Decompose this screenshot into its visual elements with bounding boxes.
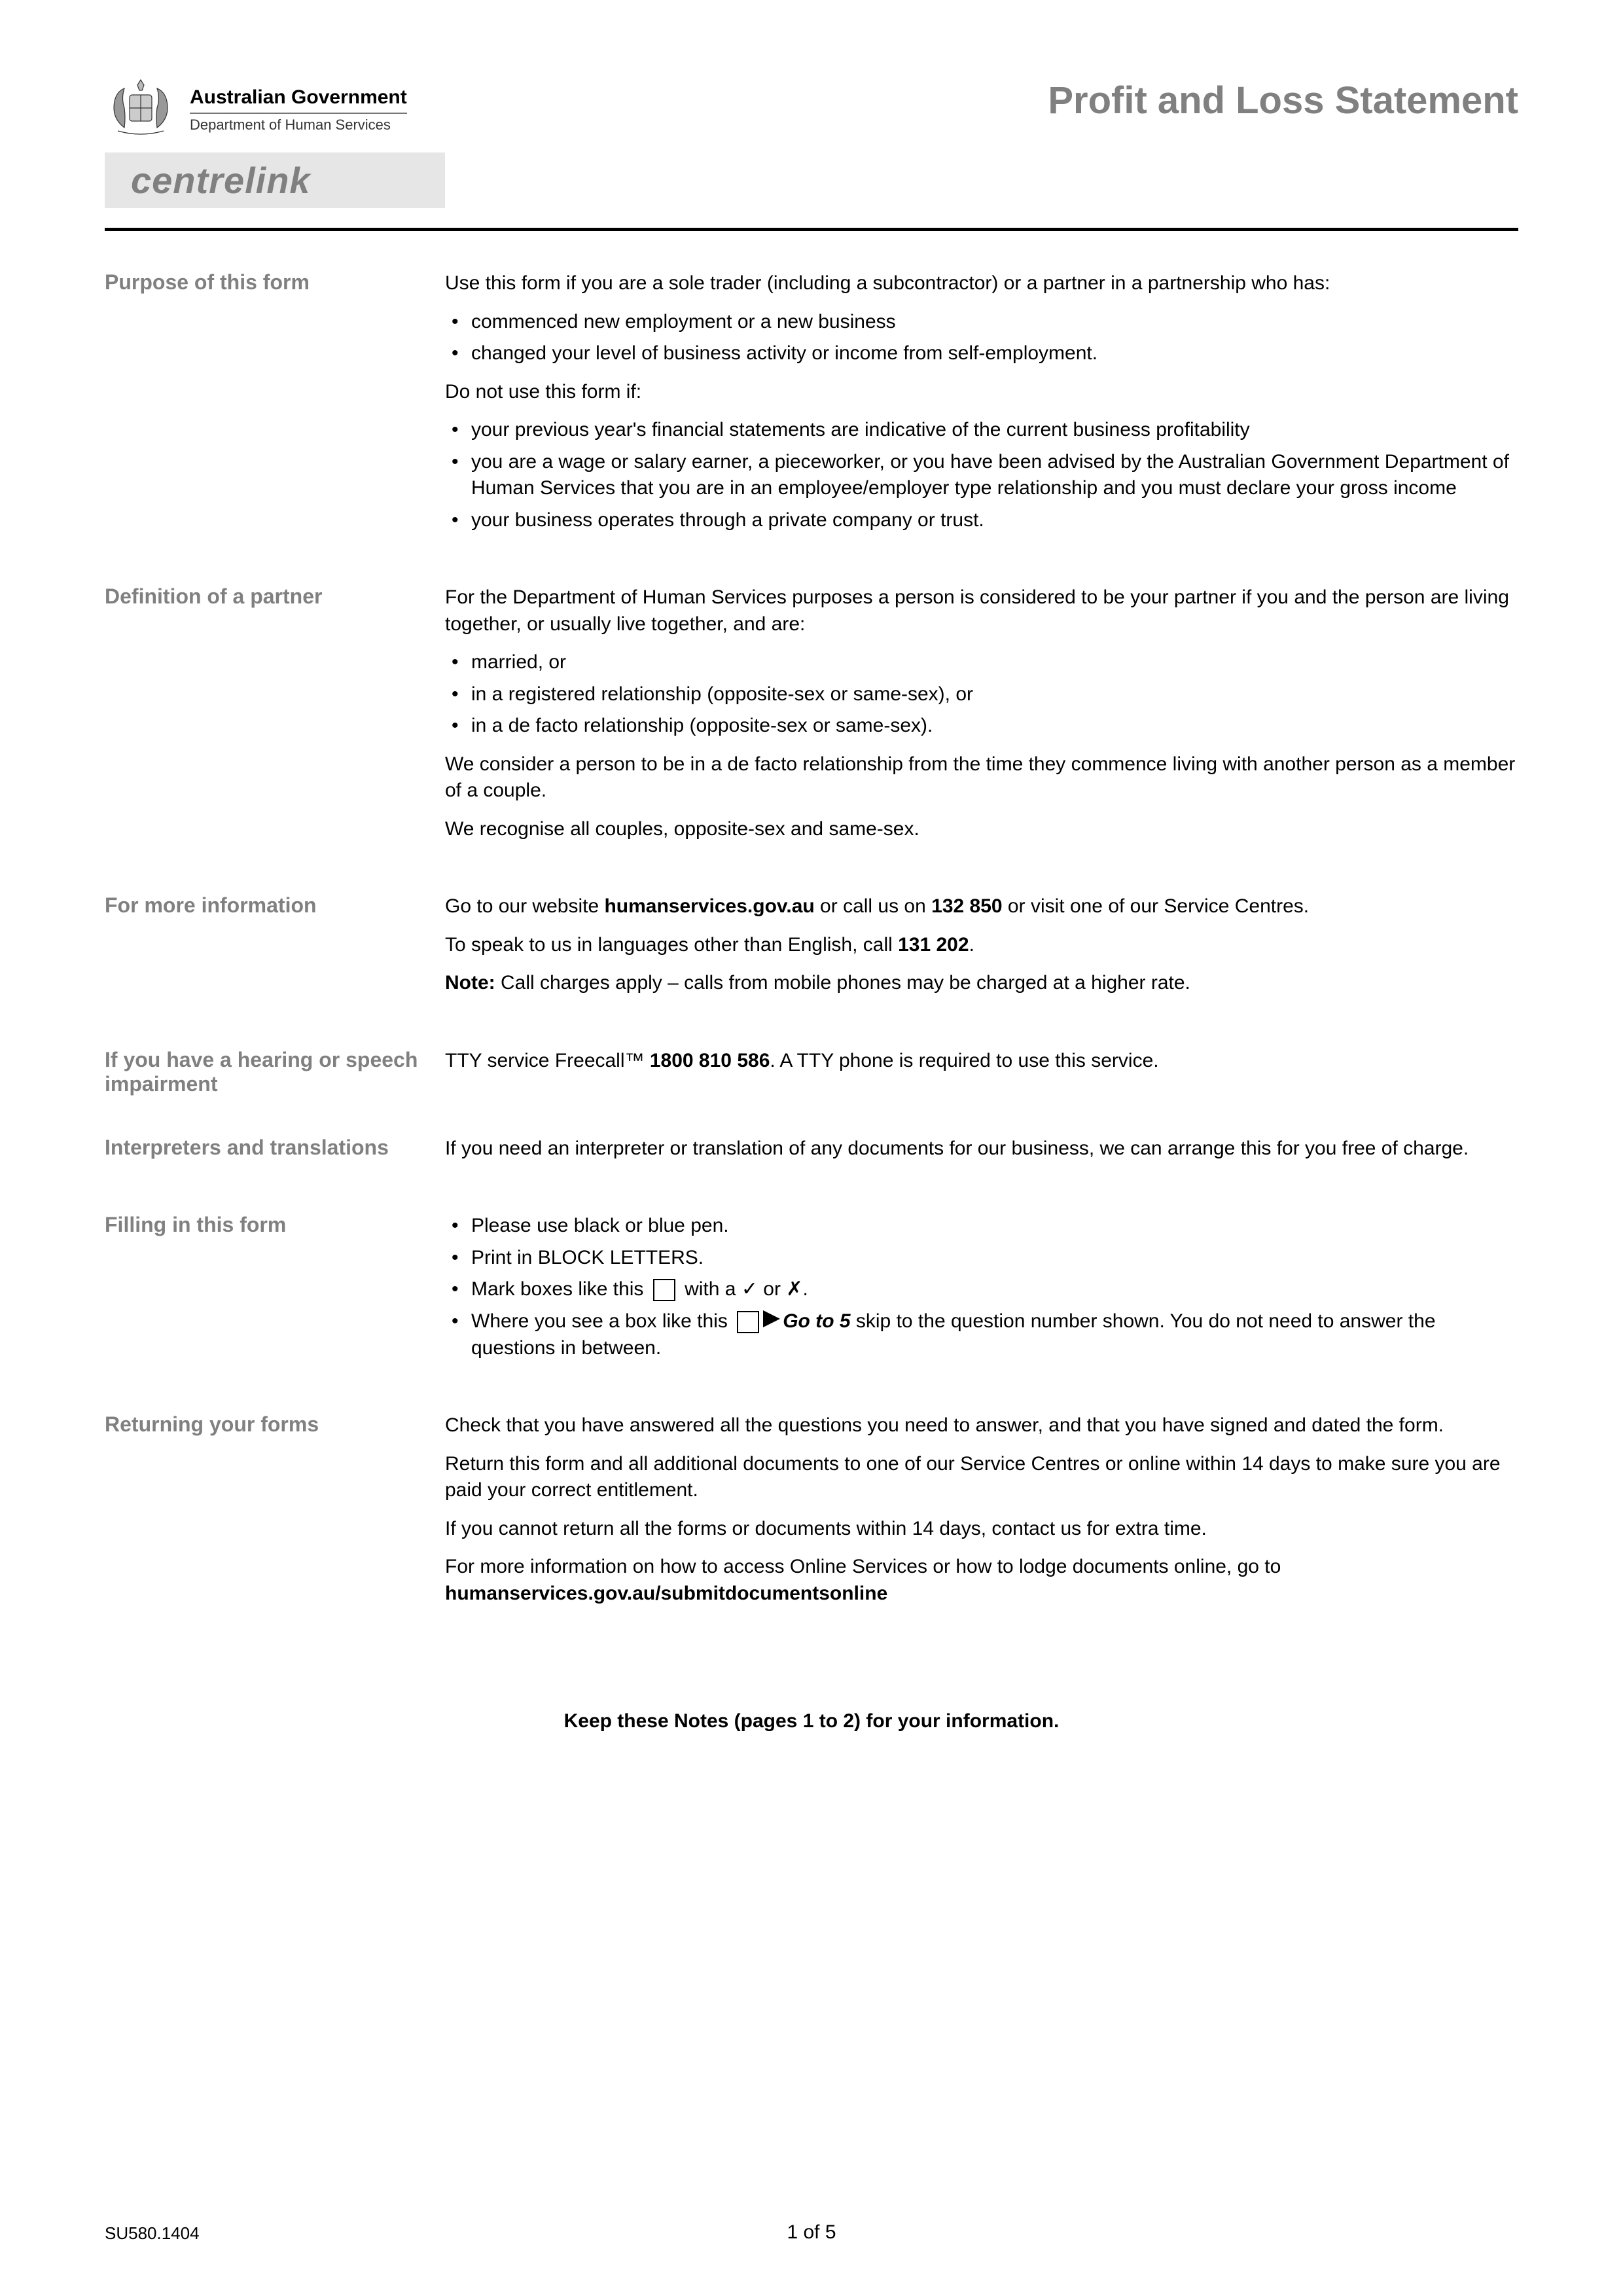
list-item: your business operates through a private… bbox=[445, 507, 1518, 534]
coat-of-arms-icon bbox=[105, 79, 177, 141]
list-item: Mark boxes like this with a ✓ or ✗. bbox=[445, 1276, 1518, 1303]
label-purpose: Purpose of this form bbox=[105, 270, 445, 545]
gov-line1: Australian Government bbox=[190, 86, 407, 114]
centrelink-brand-text: centrelink bbox=[131, 160, 311, 201]
label-hearing: If you have a hearing or speech impairme… bbox=[105, 1048, 445, 1096]
gov-line2: Department of Human Services bbox=[190, 117, 407, 134]
list-item: Print in BLOCK LETTERS. bbox=[445, 1245, 1518, 1272]
label-partner: Definition of a partner bbox=[105, 584, 445, 854]
purpose-intro: Use this form if you are a sole trader (… bbox=[445, 270, 1518, 297]
goto-label: Go to 5 bbox=[783, 1310, 850, 1332]
centrelink-brand-box: centrelink bbox=[105, 152, 445, 208]
content-hearing: TTY service Freecall™ 1800 810 586. A TT… bbox=[445, 1048, 1518, 1096]
text: For more information on how to access On… bbox=[445, 1556, 1281, 1577]
text: Call charges apply – calls from mobile p… bbox=[495, 972, 1190, 994]
text: Where you see a box like this bbox=[471, 1310, 733, 1332]
note-label: Note: bbox=[445, 972, 495, 994]
page-header: Australian Government Department of Huma… bbox=[105, 79, 1518, 208]
text: To speak to us in languages other than E… bbox=[445, 934, 898, 956]
filling-list: Please use black or blue pen. Print in B… bbox=[445, 1213, 1518, 1361]
moreinfo-p2: To speak to us in languages other than E… bbox=[445, 932, 1518, 959]
content-moreinfo: Go to our website humanservices.gov.au o… bbox=[445, 893, 1518, 1009]
list-item: in a registered relationship (opposite-s… bbox=[445, 681, 1518, 708]
list-item: Where you see a box like this Go to 5 sk… bbox=[445, 1308, 1518, 1362]
content-interpreters: If you need an interpreter or translatio… bbox=[445, 1136, 1518, 1174]
content-filling: Please use black or blue pen. Print in B… bbox=[445, 1213, 1518, 1373]
section-purpose: Purpose of this form Use this form if yo… bbox=[105, 270, 1518, 545]
partner-list: married, or in a registered relationship… bbox=[445, 649, 1518, 740]
header-left-block: Australian Government Department of Huma… bbox=[105, 79, 445, 208]
section-interpreters: Interpreters and translations If you nee… bbox=[105, 1136, 1518, 1174]
moreinfo-p1: Go to our website humanservices.gov.au o… bbox=[445, 893, 1518, 920]
keep-notes-note: Keep these Notes (pages 1 to 2) for your… bbox=[105, 1710, 1518, 1732]
purpose-dontuse-intro: Do not use this form if: bbox=[445, 379, 1518, 406]
text: . A TTY phone is required to use this se… bbox=[770, 1050, 1158, 1071]
tick-icon: ✓ bbox=[741, 1278, 758, 1300]
text: or bbox=[758, 1278, 786, 1300]
list-item: Please use black or blue pen. bbox=[445, 1213, 1518, 1240]
content-partner: For the Department of Human Services pur… bbox=[445, 584, 1518, 854]
section-returning: Returning your forms Check that you have… bbox=[105, 1412, 1518, 1619]
partner-p2: We recognise all couples, opposite-sex a… bbox=[445, 816, 1518, 843]
content-purpose: Use this form if you are a sole trader (… bbox=[445, 270, 1518, 545]
list-item: married, or bbox=[445, 649, 1518, 676]
gov-logo-block: Australian Government Department of Huma… bbox=[105, 79, 445, 141]
website-link: humanservices.gov.au/submitdocumentsonli… bbox=[445, 1583, 887, 1604]
text: . bbox=[969, 934, 974, 956]
partner-p1: We consider a person to be in a de facto… bbox=[445, 751, 1518, 804]
phone-number: 132 850 bbox=[931, 895, 1002, 917]
text: or call us on bbox=[815, 895, 931, 917]
arrow-right-icon bbox=[763, 1308, 780, 1335]
purpose-dontuse-list: your previous year's financial statement… bbox=[445, 417, 1518, 533]
header-rule bbox=[105, 228, 1518, 231]
returning-p3: If you cannot return all the forms or do… bbox=[445, 1516, 1518, 1543]
section-moreinfo: For more information Go to our website h… bbox=[105, 893, 1518, 1009]
gov-text-block: Australian Government Department of Huma… bbox=[190, 86, 407, 134]
hearing-p1: TTY service Freecall™ 1800 810 586. A TT… bbox=[445, 1048, 1518, 1075]
moreinfo-p3: Note: Call charges apply – calls from mo… bbox=[445, 970, 1518, 997]
returning-p4: For more information on how to access On… bbox=[445, 1554, 1518, 1607]
label-interpreters: Interpreters and translations bbox=[105, 1136, 445, 1174]
list-item: you are a wage or salary earner, a piece… bbox=[445, 449, 1518, 502]
text: . bbox=[802, 1278, 808, 1300]
label-filling: Filling in this form bbox=[105, 1213, 445, 1373]
cross-icon: ✗ bbox=[786, 1278, 802, 1300]
section-hearing: If you have a hearing or speech impairme… bbox=[105, 1048, 1518, 1096]
text: Go to our website bbox=[445, 895, 604, 917]
phone-number: 131 202 bbox=[898, 934, 969, 956]
returning-p2: Return this form and all additional docu… bbox=[445, 1451, 1518, 1504]
label-moreinfo: For more information bbox=[105, 893, 445, 1009]
website-link: humanservices.gov.au bbox=[604, 895, 814, 917]
label-returning: Returning your forms bbox=[105, 1412, 445, 1619]
list-item: commenced new employment or a new busine… bbox=[445, 309, 1518, 336]
text: with a bbox=[679, 1278, 741, 1300]
checkbox-example-icon bbox=[653, 1279, 675, 1301]
goto-box-icon bbox=[737, 1311, 759, 1333]
section-partner: Definition of a partner For the Departme… bbox=[105, 584, 1518, 854]
returning-p1: Check that you have answered all the que… bbox=[445, 1412, 1518, 1439]
section-filling: Filling in this form Please use black or… bbox=[105, 1213, 1518, 1373]
text: TTY service Freecall™ bbox=[445, 1050, 650, 1071]
list-item: your previous year's financial statement… bbox=[445, 417, 1518, 444]
purpose-use-list: commenced new employment or a new busine… bbox=[445, 309, 1518, 367]
partner-intro: For the Department of Human Services pur… bbox=[445, 584, 1518, 637]
phone-number: 1800 810 586 bbox=[650, 1050, 770, 1071]
list-item: changed your level of business activity … bbox=[445, 340, 1518, 367]
interp-p1: If you need an interpreter or translatio… bbox=[445, 1136, 1518, 1162]
form-title: Profit and Loss Statement bbox=[1048, 79, 1518, 122]
text: Mark boxes like this bbox=[471, 1278, 649, 1300]
page-number: 1 of 5 bbox=[105, 2221, 1518, 2244]
content-returning: Check that you have answered all the que… bbox=[445, 1412, 1518, 1619]
text: or visit one of our Service Centres. bbox=[1003, 895, 1310, 917]
list-item: in a de facto relationship (opposite-sex… bbox=[445, 713, 1518, 740]
